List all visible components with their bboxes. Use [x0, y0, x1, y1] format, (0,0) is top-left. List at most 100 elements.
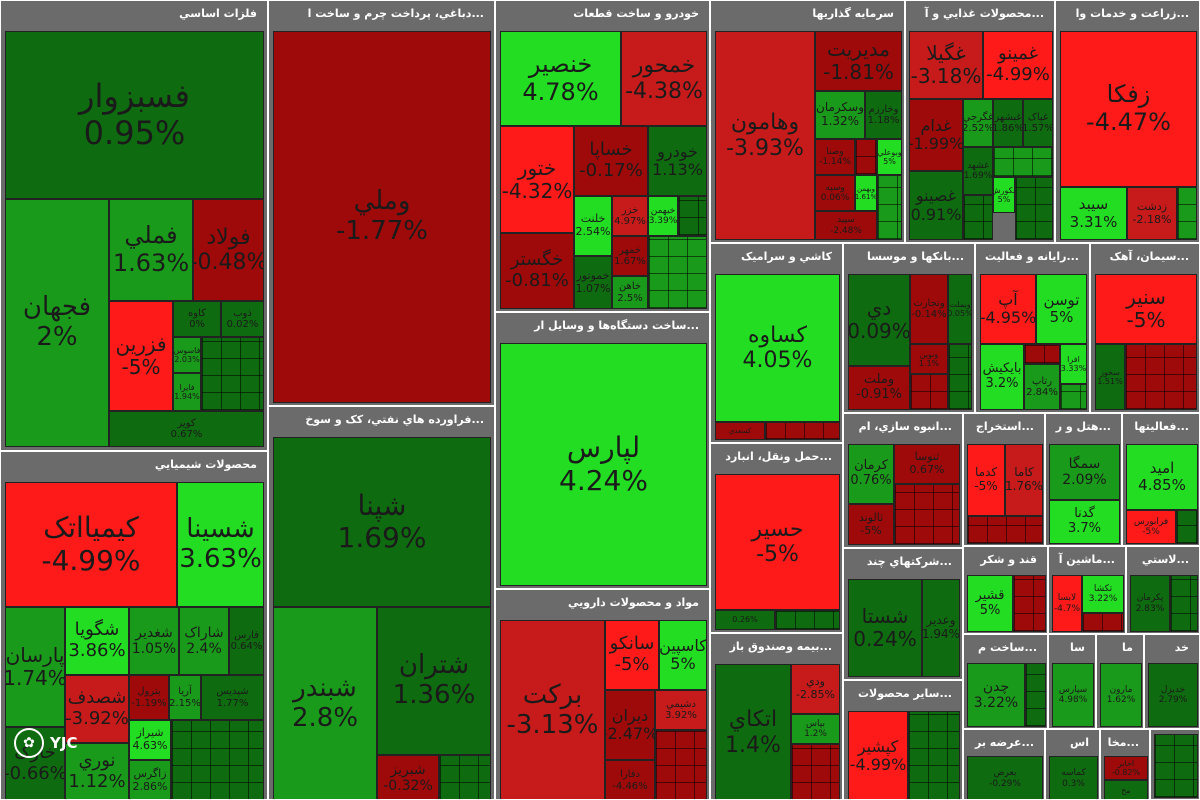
sector-equipment[interactable]: ...ساخت دستگاه‌ها و وسايل ار لپارس 4.24% — [495, 312, 710, 589]
stock-tile[interactable]: ثالوند -5% — [848, 504, 894, 545]
sector-construction[interactable]: ...انبوه سازي، ام کرمان 0.76% ثنوسا 0.67… — [843, 413, 963, 548]
stock-tile[interactable]: ذوب 0.02% — [221, 301, 264, 337]
stock-tile[interactable]: فارس 0.64% — [229, 607, 264, 675]
stock-tile[interactable]: کاسپين 5% — [659, 620, 707, 690]
stock-tile[interactable]: قشير 5% — [967, 575, 1013, 632]
stock-tile[interactable]: حسير -5% — [715, 474, 840, 610]
stock-tile[interactable]: شستا 0.24% — [848, 579, 922, 677]
sector-mining[interactable]: ...استخراج کدما -5% کاما 1.76% — [963, 413, 1045, 546]
small-tiles-cluster[interactable] — [1025, 663, 1046, 727]
stock-tile[interactable]: خنصير 4.78% — [500, 31, 621, 126]
stock-tile[interactable]: غگرجي 2.52% — [963, 99, 993, 147]
sector-metal-products[interactable]: ...ساخت م چدن 3.22% — [963, 634, 1048, 729]
stock-tile[interactable]: وبهمن 1.61% — [855, 175, 877, 211]
stock-tile[interactable]: پارسان 1.74% — [5, 607, 65, 727]
stock-tile[interactable]: افرا 3.33% — [1060, 344, 1087, 384]
stock-tile[interactable]: غبشهر 1.86% — [993, 99, 1023, 147]
stock-tile[interactable]: کدما -5% — [967, 444, 1005, 516]
small-tiles-cluster[interactable] — [1177, 187, 1197, 240]
stock-tile[interactable]: بترول -1.19% — [129, 675, 169, 720]
stock-tile[interactable]: کپشير -4.99% — [848, 711, 908, 799]
stock-tile[interactable]: بايکيش 3.2% — [980, 344, 1024, 410]
stock-tile[interactable]: مديريت -1.81% — [815, 31, 902, 91]
stock-tile[interactable]: خساپا -0.17% — [574, 126, 648, 196]
stock-tile[interactable]: 0.26% — [715, 610, 775, 630]
stock-tile[interactable]: کاوه 0% — [173, 301, 221, 337]
stock-tile[interactable]: رتاپ 2.84% — [1024, 364, 1060, 410]
sector-food[interactable]: ...محصولات غذايي و آ غگيلا -3.18% غمينو … — [905, 0, 1055, 243]
stock-tile[interactable]: آريا 2.15% — [169, 675, 201, 720]
small-tiles-cluster[interactable] — [1125, 344, 1197, 410]
stock-tile[interactable]: شصدف -3.92% — [65, 675, 129, 743]
stock-tile[interactable]: شيراز 4.63% — [129, 720, 171, 760]
small-tiles-cluster[interactable] — [1024, 344, 1060, 364]
stock-tile[interactable]: مارون 1.62% — [1100, 663, 1142, 727]
sector-machinery[interactable]: ...ماشين آ لابسا -4.7% تکشا 3.22% — [1048, 546, 1126, 634]
small-tiles-cluster[interactable] — [678, 196, 707, 236]
stock-tile[interactable]: وهامون -3.93% — [715, 31, 815, 240]
stock-tile[interactable]: فملي 1.63% — [109, 199, 193, 301]
sector-investments[interactable]: سرمايه گذاريها وهامون -3.93% مديريت -1.8… — [710, 0, 905, 243]
stock-tile[interactable]: کسعدي — [715, 422, 765, 440]
sector-telecom[interactable]: ...مخا اخابر -0.82% مخ — [1100, 729, 1150, 800]
sector-cement[interactable]: ...سيمان، آهک سنير -5% سخوز 1.51% — [1090, 243, 1200, 413]
stock-tile[interactable]: غگيلا -3.18% — [909, 31, 983, 99]
stock-tile[interactable]: غصينو 0.91% — [909, 171, 963, 240]
small-tiles-cluster[interactable] — [877, 175, 902, 240]
stock-tile[interactable]: غدام -1.99% — [909, 99, 963, 171]
stock-tile[interactable]: وعدير 1.94% — [922, 579, 960, 677]
stock-tile[interactable]: شتران 1.36% — [377, 607, 491, 755]
small-tiles-cluster[interactable] — [1170, 575, 1198, 632]
stock-tile[interactable]: وبملت 0.05% — [948, 274, 972, 344]
sector-ma[interactable]: ما مارون 1.62% — [1096, 634, 1144, 729]
small-tiles-cluster[interactable] — [201, 337, 264, 411]
small-tiles-cluster[interactable] — [439, 755, 491, 799]
stock-tile[interactable]: خگستر -0.81% — [500, 233, 574, 309]
stock-tile[interactable]: ثنوسا 0.67% — [894, 444, 960, 484]
stock-tile[interactable]: کوير 0.67% — [109, 411, 264, 447]
stock-tile[interactable]: زفکا -4.47% — [1060, 31, 1197, 187]
stock-tile[interactable]: وسپه 0.06% — [815, 175, 855, 211]
stock-tile[interactable]: چدن 3.22% — [967, 663, 1025, 727]
stock-tile[interactable]: سپارس 4.98% — [1052, 663, 1094, 727]
stock-tile[interactable]: خبهمن 3.39% — [648, 196, 678, 236]
stock-tile[interactable]: خمحور -4.38% — [621, 31, 707, 126]
sector-petroleum[interactable]: ...فراورده هاي نفتي، کک و سوخ شپنا 1.69%… — [268, 406, 495, 800]
stock-tile[interactable]: دفارا -4.46% — [605, 760, 655, 799]
sector-hotels[interactable]: ...هتل و ر سمگا 2.09% گدنا 3.7% — [1045, 413, 1122, 546]
stock-tile[interactable]: ختور -4.32% — [500, 126, 574, 233]
stock-tile[interactable]: سخوز 1.51% — [1095, 344, 1125, 410]
sector-computer[interactable]: ...رايانه و فعاليت آپ -4.95% توسن 5% باي… — [975, 243, 1090, 413]
stock-tile[interactable]: غکورش 5% — [993, 177, 1015, 213]
small-tiles-cluster[interactable] — [655, 730, 707, 799]
sector-leather[interactable]: ...دباغي، پرداخت چرم و ساخت ا وملي -1.77… — [268, 0, 495, 406]
stock-tile[interactable]: شسينا 3.63% — [177, 482, 264, 607]
stock-tile[interactable]: برکت -3.13% — [500, 620, 605, 799]
small-tiles-cluster[interactable] — [894, 484, 960, 545]
stock-tile[interactable]: وخارزم 1.18% — [865, 91, 902, 139]
stock-tile[interactable]: خاهن 2.5% — [612, 276, 648, 309]
stock-tile[interactable]: کماسه 0.3% — [1049, 756, 1098, 799]
stock-tile[interactable]: غمينو -4.99% — [983, 31, 1053, 99]
stock-tile[interactable]: فسبزوار 0.95% — [5, 31, 264, 199]
stock-tile[interactable]: گدنا 3.7% — [1049, 500, 1120, 544]
stock-tile[interactable]: دي 0.09% — [848, 274, 910, 366]
stock-tile[interactable]: خموتور 1.07% — [574, 256, 612, 309]
stock-tile[interactable]: بعرض -0.29% — [967, 756, 1043, 799]
stock-tile[interactable]: غپاک 1.57% — [1023, 99, 1053, 147]
stock-tile[interactable]: فولاد -0.48% — [193, 199, 264, 301]
stock-tile[interactable]: ودي -2.85% — [791, 664, 840, 714]
stock-tile[interactable]: کاما 1.76% — [1005, 444, 1043, 516]
stock-tile[interactable]: سيبد 3.31% — [1060, 187, 1127, 240]
stock-tile[interactable]: کيميااتک -4.99% — [5, 482, 177, 607]
stock-tile[interactable]: ديران -2.47% — [605, 690, 655, 760]
stock-tile[interactable]: سپيد -2.48% — [815, 211, 877, 240]
stock-tile[interactable]: اميد 4.85% — [1126, 444, 1198, 510]
sector-kh[interactable]: خد خديزل 2.79% — [1144, 634, 1200, 729]
stock-tile[interactable]: توسن 5% — [1036, 274, 1087, 344]
stock-tile[interactable]: غشهد 1.69% — [963, 147, 993, 195]
sector-ceramics[interactable]: کاشي و سراميک کساوه 4.05% کسعدي — [710, 243, 843, 443]
stock-tile[interactable]: وبوعلي 5% — [877, 139, 902, 175]
stock-tile[interactable]: کرمان 0.76% — [848, 444, 894, 504]
sector-automotive[interactable]: خودرو و ساخت قطعات خنصير 4.78% خمحور -4.… — [495, 0, 710, 312]
